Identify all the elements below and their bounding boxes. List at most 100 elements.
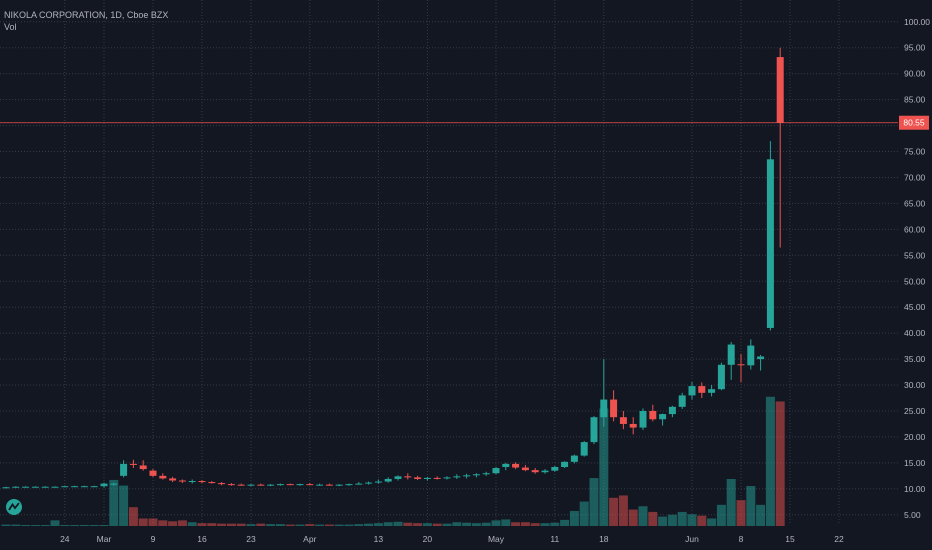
date-tick-label: 13 [374,534,384,544]
candle-body [12,486,20,488]
volume-bar [30,525,40,526]
candle-body [237,484,245,486]
volume-bar [736,500,746,526]
volume-bar [128,507,138,526]
volume-bar [775,401,785,526]
volume-bar [481,522,491,526]
price-tick-label: 100.00 [904,17,930,27]
candle-body [325,484,333,486]
volume-bar [540,523,550,526]
volume-bar [530,523,540,526]
tradingview-logo-icon[interactable] [6,499,22,515]
symbol-title[interactable]: NIKOLA CORPORATION, 1D, Cboe BZX [4,10,169,20]
date-tick-label: 9 [151,534,156,544]
volume-bar [21,525,31,526]
date-tick-label: 18 [599,534,609,544]
candle-body [433,477,441,479]
volume-bar [187,522,197,526]
volume-bar [295,524,305,526]
candle-body [551,467,559,471]
candle-body [570,455,578,462]
volume-bar [305,524,315,526]
volume-bar [177,520,187,526]
candle-body [619,417,627,424]
candle-body [71,486,79,488]
candle-body [22,486,30,488]
candle-body [100,483,108,487]
volume-bar [324,524,334,526]
price-tick-label: 55.00 [904,250,926,260]
candle-body [335,484,343,486]
volume-bar [11,524,21,526]
date-tick-label: 23 [246,534,256,544]
candle-body [492,468,500,474]
candle-body [208,482,216,484]
candle-body [531,470,539,473]
candle-body [472,474,480,476]
candle-body [139,465,147,470]
candle-body [482,473,490,475]
candle-body [227,484,235,486]
volume-bar [628,509,638,526]
candle-body [296,484,304,486]
candle-body [443,477,451,479]
candle-body [600,399,608,418]
price-tick-label: 90.00 [904,69,926,79]
volume-bar [266,524,276,526]
volume-bar [403,522,413,526]
volume-bar [707,518,717,526]
volume-bar [207,523,217,526]
price-tick-label: 70.00 [904,172,926,182]
candle-body [512,463,520,468]
candle-body [737,364,745,366]
volume-bar [550,522,560,526]
volume-label[interactable]: Vol [4,22,17,32]
date-tick-label: May [488,534,505,544]
candle-body [120,463,128,476]
volume-bar [393,521,403,526]
volume-bar [462,522,472,526]
volume-bar [168,521,178,526]
volume-bar [687,514,697,526]
last-price-label: 80.55 [903,118,925,128]
candle-body [129,463,137,465]
candle-body [747,345,755,366]
price-tick-label: 45.00 [904,302,926,312]
candle-body [502,463,510,468]
price-tick-label: 30.00 [904,380,926,390]
candle-body [374,481,382,483]
volume-bar [197,523,207,526]
volume-bar [1,524,11,526]
volume-bar [677,511,687,526]
candle-body [668,406,676,415]
volume-bar [226,523,236,526]
candle-body [610,399,618,418]
candle-body [561,461,569,468]
candle-body [355,483,363,485]
date-tick-label: 8 [739,534,744,544]
price-tick-label: 35.00 [904,354,926,364]
volume-bar [520,522,530,526]
chart-legend: NIKOLA CORPORATION, 1D, Cboe BZX Vol [4,9,168,33]
price-tick-label: 85.00 [904,95,926,105]
candle-body [286,484,294,486]
volume-bar [50,520,60,526]
candle-body [316,484,324,486]
candle-body [453,476,461,478]
volume-bar [638,506,648,526]
volume-bar [79,525,89,526]
candle-body [717,364,725,390]
volume-bar [765,396,775,526]
candle-body [306,484,314,486]
volume-bar [344,524,354,526]
date-tick-label: Mar [97,534,112,544]
candle-body [267,484,275,486]
volume-bar [422,523,432,526]
date-tick-label: 11 [550,534,559,544]
volume-bar [560,519,570,526]
candle-body [110,483,118,485]
candle-body [80,486,88,488]
candle-body [414,477,422,479]
candle-body [776,57,784,123]
